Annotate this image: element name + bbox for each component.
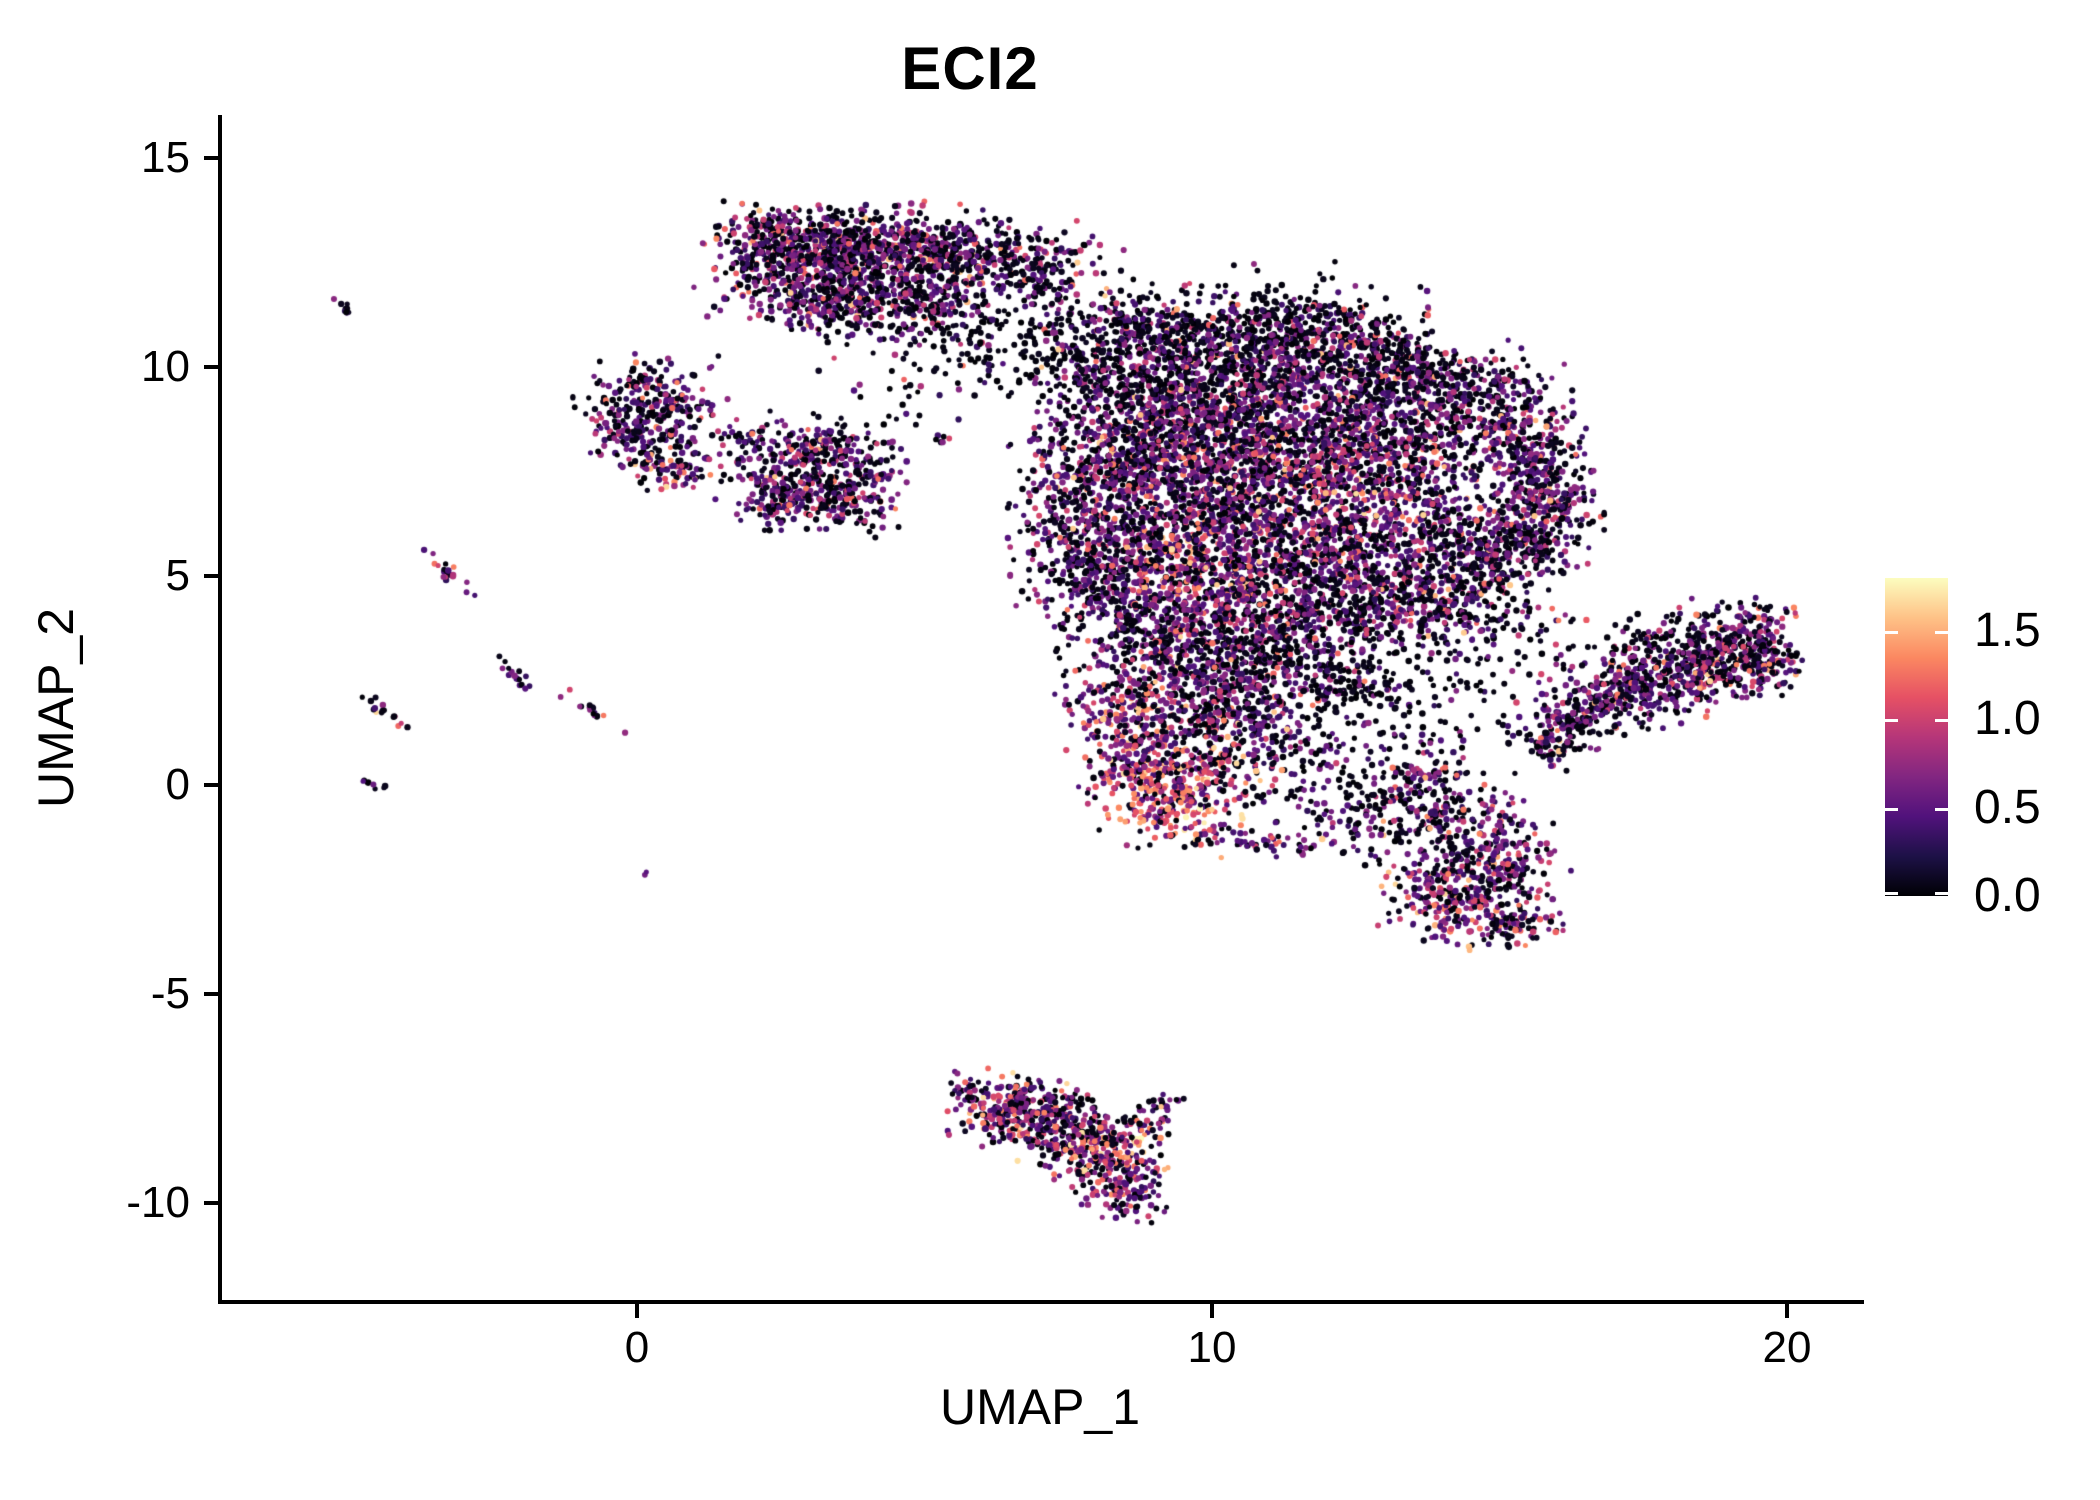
y-tick-label: 0 (165, 760, 190, 809)
colorbar-tick-label: 1.0 (1974, 692, 2041, 746)
colorbar-tick-mark (1885, 719, 1898, 723)
colorbar-tick-mark (1885, 631, 1898, 634)
x-tick-label: 10 (1187, 1323, 1237, 1372)
colorbar-tick-label: 0.0 (1974, 869, 2041, 922)
x-tick-label: 20 (1762, 1323, 1812, 1372)
y-tick-mark (204, 365, 218, 369)
plot-title: ECI2 (901, 35, 1039, 102)
y-axis-title: UMAP_2 (28, 607, 84, 809)
colorbar-tick-mark (1885, 892, 1898, 895)
x-axis-line (218, 1300, 1864, 1304)
colorbar-tick-label: 0.5 (1974, 780, 2041, 834)
y-tick-label: -10 (126, 1178, 190, 1227)
colorbar-tick-mark (1935, 719, 1948, 723)
x-axis-title: UMAP_1 (939, 1379, 1141, 1435)
y-tick-mark (204, 783, 218, 787)
x-tick-label: 0 (624, 1323, 650, 1372)
y-tick-mark (204, 156, 218, 160)
y-tick-mark (204, 992, 218, 996)
colorbar-tick-mark (1935, 892, 1948, 895)
colorbar-tick-mark (1935, 807, 1948, 811)
y-axis-line (218, 115, 222, 1304)
x-tick-mark (1785, 1304, 1789, 1318)
y-tick-label: 5 (165, 551, 190, 600)
x-tick-mark (1210, 1304, 1214, 1318)
colorbar-tick-mark (1885, 807, 1898, 811)
y-tick-label: 15 (141, 133, 190, 182)
y-tick-label: 10 (141, 342, 190, 391)
y-tick-mark (204, 574, 218, 578)
y-tick-mark (204, 1201, 218, 1205)
colorbar-tick-label: 1.5 (1974, 604, 2041, 657)
colorbar-tick-mark (1935, 631, 1948, 634)
x-tick-mark (635, 1304, 639, 1318)
y-tick-label: -5 (150, 969, 190, 1018)
colorbar-gradient (1885, 578, 1948, 896)
